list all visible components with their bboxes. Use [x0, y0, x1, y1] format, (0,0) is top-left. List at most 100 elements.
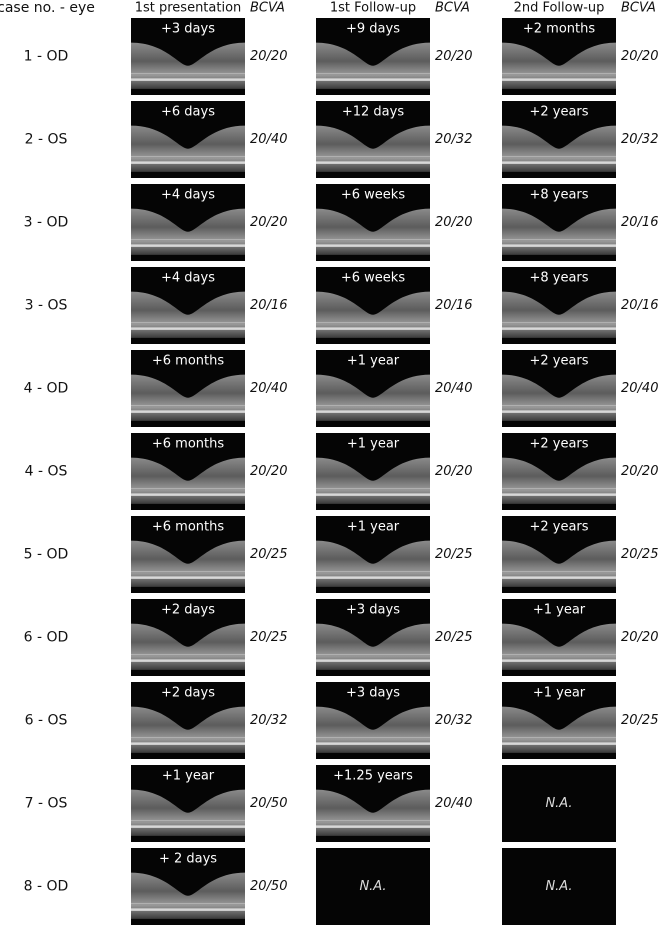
- oct-retina: [316, 623, 430, 670]
- time-label: +1 year: [162, 769, 215, 784]
- bcva-value: 20/20: [250, 215, 287, 230]
- bcva-value: 20/32: [250, 713, 287, 728]
- bcva-value: 20/40: [250, 381, 287, 396]
- oct-retina: [131, 872, 245, 919]
- oct-retina: [502, 623, 616, 670]
- time-label: +6 months: [152, 354, 224, 369]
- oct-retina: [131, 540, 245, 587]
- time-label: +2 years: [529, 354, 588, 369]
- time-label: + 2 days: [159, 852, 217, 867]
- time-label: +4 days: [161, 271, 215, 286]
- time-label: +6 months: [152, 437, 224, 452]
- case-header: case no. - eye: [0, 0, 95, 16]
- time-label: +12 days: [342, 105, 404, 120]
- oct-retina: [131, 291, 245, 338]
- bcva-value: 20/20: [621, 630, 658, 645]
- oct-retina: [316, 706, 430, 753]
- bcva-value: 20/16: [435, 298, 472, 313]
- time-label: +2 years: [529, 437, 588, 452]
- time-label: +3 days: [161, 22, 215, 37]
- bcva-value: 20/20: [435, 215, 472, 230]
- bcva-value: 20/25: [621, 547, 658, 562]
- bcva-value: 20/40: [435, 381, 472, 396]
- case-label: 7 - OS: [25, 796, 68, 812]
- time-label: +1 year: [533, 686, 586, 701]
- bcva-value: 20/20: [435, 49, 472, 64]
- time-label: +2 days: [161, 603, 215, 618]
- bcva-value: 20/32: [621, 132, 658, 147]
- bcva-header: BCVA: [435, 1, 470, 16]
- bcva-value: 20/20: [250, 49, 287, 64]
- oct-retina: [131, 374, 245, 421]
- bcva-value: 20/25: [250, 630, 287, 645]
- oct-retina: [316, 42, 430, 89]
- column-title: 1st presentation: [135, 1, 242, 16]
- oct-retina: [502, 706, 616, 753]
- bcva-value: 20/20: [435, 464, 472, 479]
- bcva-value: 20/40: [621, 381, 658, 396]
- case-label: 3 - OS: [25, 298, 68, 314]
- bcva-value: 20/16: [621, 215, 658, 230]
- time-label: +1 year: [347, 520, 400, 535]
- oct-retina: [502, 42, 616, 89]
- bcva-value: 20/32: [435, 713, 472, 728]
- time-label: +8 years: [529, 271, 588, 286]
- oct-retina: [131, 42, 245, 89]
- oct-retina: [502, 540, 616, 587]
- time-label: +4 days: [161, 188, 215, 203]
- case-label: 6 - OD: [24, 630, 69, 646]
- bcva-value: 20/25: [435, 630, 472, 645]
- oct-retina: [316, 789, 430, 836]
- case-label: 2 - OS: [25, 132, 68, 148]
- oct-retina: [502, 457, 616, 504]
- bcva-value: 20/25: [621, 713, 658, 728]
- bcva-header: BCVA: [621, 1, 656, 16]
- case-label: 8 - OD: [24, 879, 69, 895]
- time-label: +6 days: [161, 105, 215, 120]
- oct-retina: [316, 208, 430, 255]
- case-label: 3 - OD: [24, 215, 69, 231]
- oct-retina: [131, 208, 245, 255]
- oct-retina: [131, 706, 245, 753]
- time-label: +1 year: [347, 354, 400, 369]
- bcva-value: 20/40: [435, 796, 472, 811]
- time-label: +6 months: [152, 520, 224, 535]
- oct-retina: [316, 540, 430, 587]
- oct-retina: [502, 125, 616, 172]
- bcva-value: 20/20: [621, 464, 658, 479]
- time-label: +3 days: [346, 686, 400, 701]
- oct-frame: [316, 848, 430, 925]
- bcva-value: 20/16: [621, 298, 658, 313]
- oct-retina: [502, 291, 616, 338]
- case-label: 6 - OS: [25, 713, 68, 729]
- case-label: 4 - OD: [24, 381, 69, 397]
- bcva-value: 20/16: [250, 298, 287, 313]
- time-label: +2 years: [529, 105, 588, 120]
- time-label: +6 weeks: [341, 188, 405, 203]
- not-available: N.A.: [359, 879, 386, 894]
- case-label: 4 - OS: [25, 464, 68, 480]
- bcva-value: 20/40: [250, 132, 287, 147]
- bcva-value: 20/20: [250, 464, 287, 479]
- time-label: +1.25 years: [333, 769, 413, 784]
- oct-retina: [316, 457, 430, 504]
- oct-retina: [131, 623, 245, 670]
- bcva-value: 20/50: [250, 796, 287, 811]
- time-label: +6 weeks: [341, 271, 405, 286]
- time-label: +1 year: [533, 603, 586, 618]
- time-label: +8 years: [529, 188, 588, 203]
- time-label: +3 days: [346, 603, 400, 618]
- oct-retina: [131, 457, 245, 504]
- not-available: N.A.: [545, 879, 572, 894]
- oct-retina: [502, 374, 616, 421]
- case-label: 5 - OD: [24, 547, 69, 563]
- time-label: +2 years: [529, 520, 588, 535]
- bcva-value: 20/50: [250, 879, 287, 894]
- oct-retina: [131, 789, 245, 836]
- case-label: 1 - OD: [24, 49, 69, 65]
- column-title: 2nd Follow-up: [514, 1, 605, 16]
- bcva-value: 20/25: [250, 547, 287, 562]
- bcva-value: 20/25: [435, 547, 472, 562]
- time-label: +1 year: [347, 437, 400, 452]
